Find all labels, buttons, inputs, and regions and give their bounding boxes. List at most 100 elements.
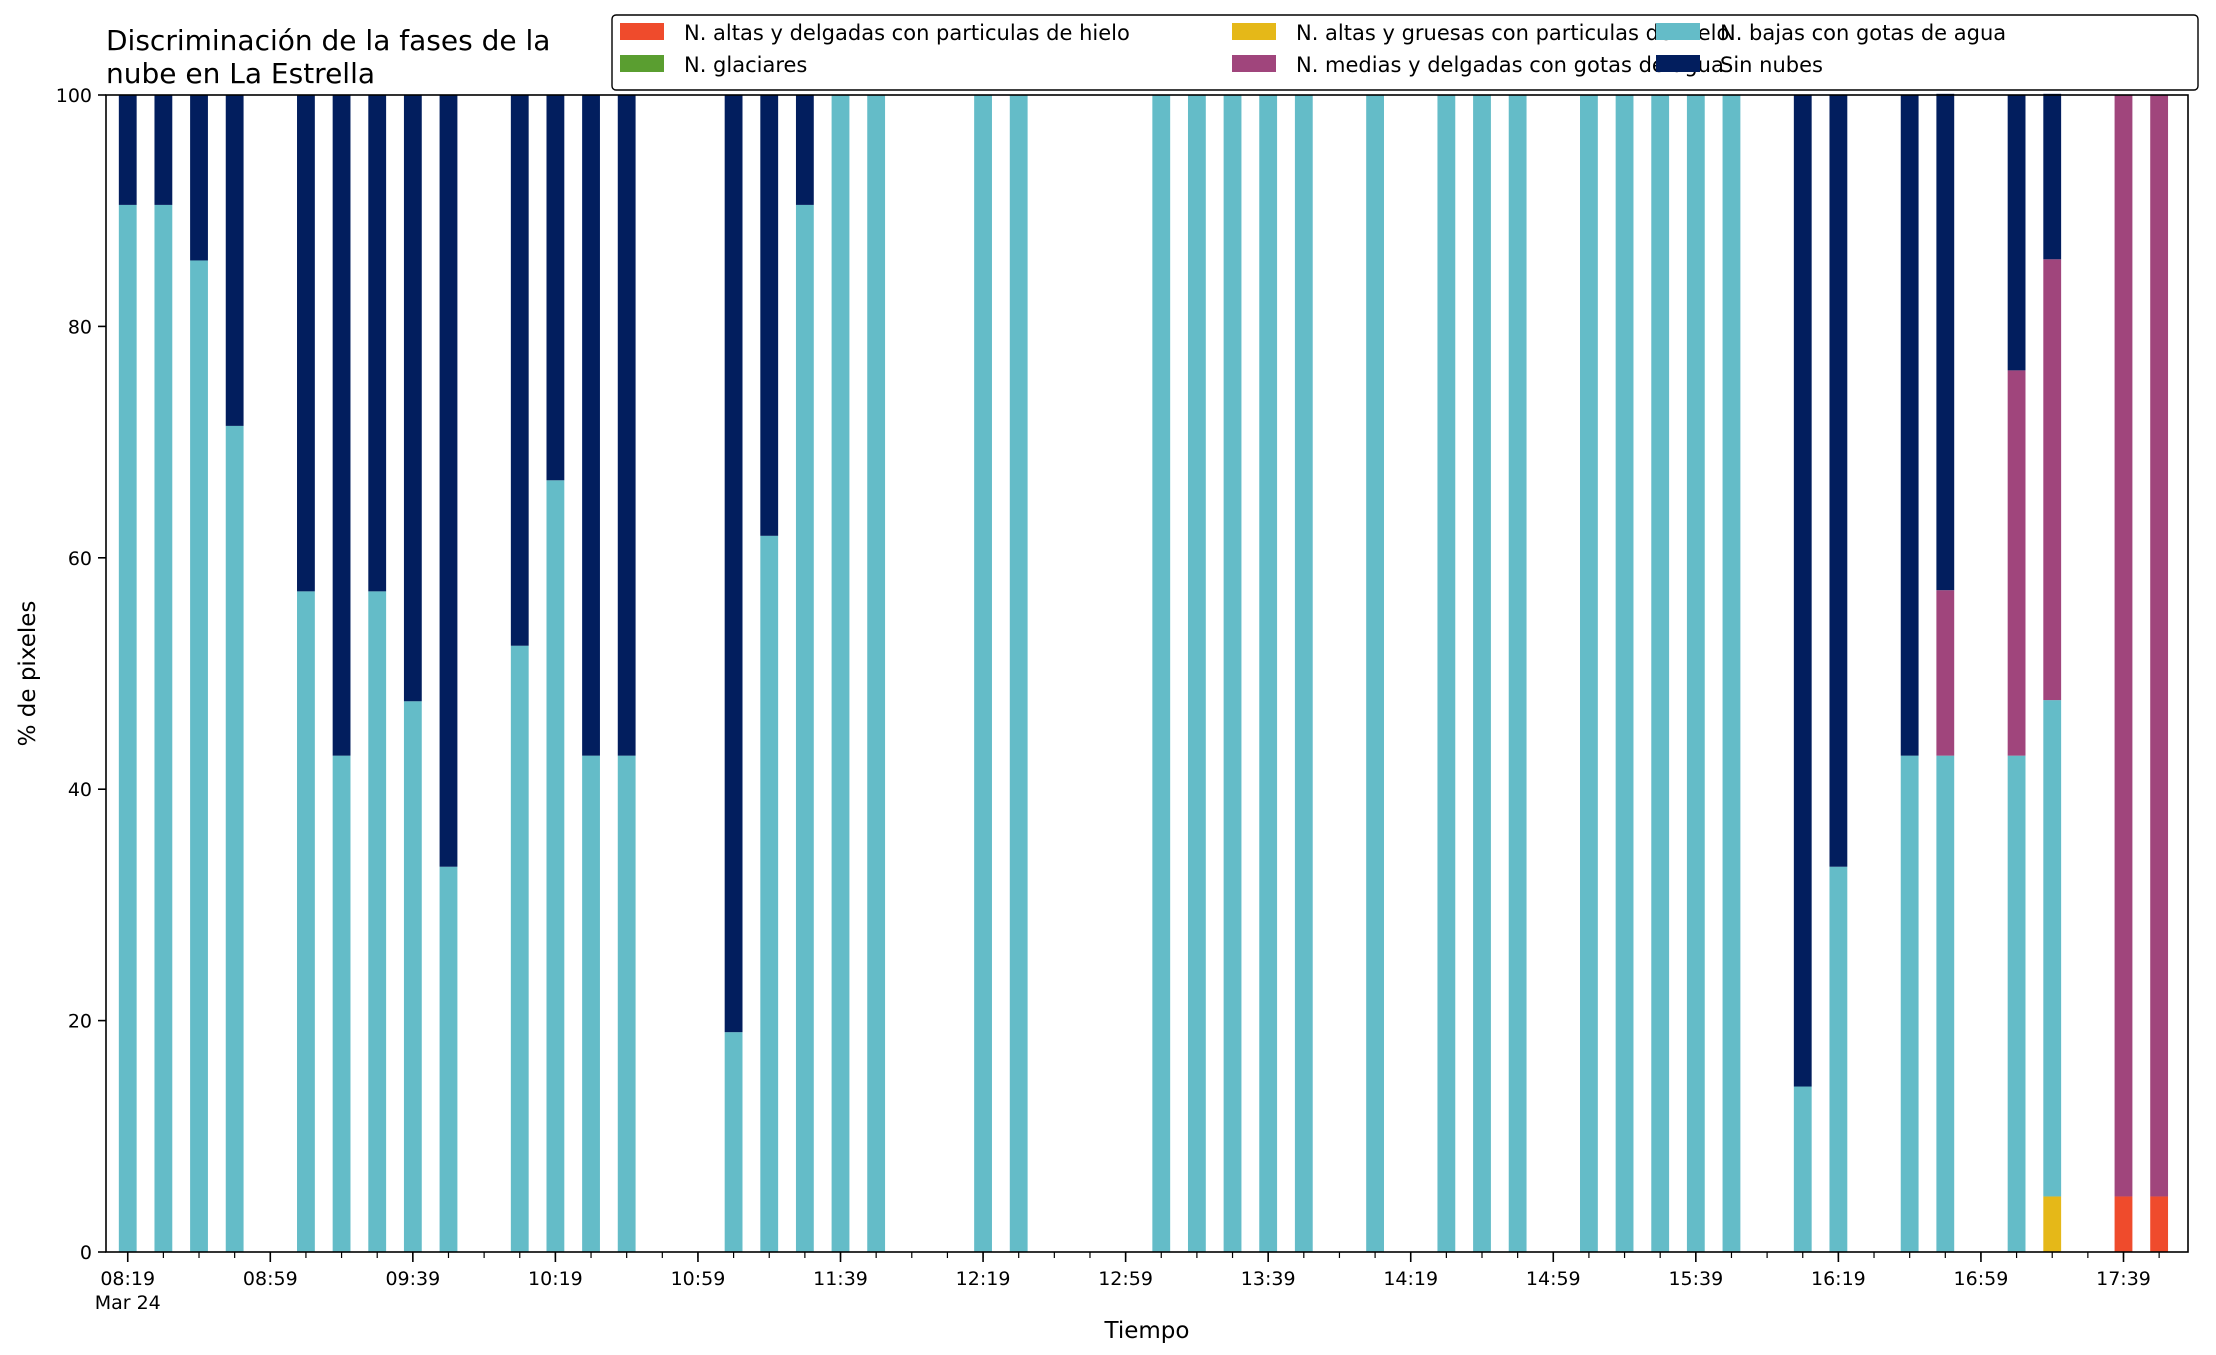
bar-segment [2150,1196,2169,1252]
bar-segment [546,480,565,1252]
x-date-label: Mar 24 [95,1292,161,1314]
legend-swatch [1232,23,1276,40]
bar-segment [1900,95,1919,756]
bar-segment [831,95,850,1252]
x-tick-label: 14:59 [1526,1268,1581,1290]
x-tick-label: 16:59 [1954,1268,2009,1290]
bar-segment [1793,1086,1812,1252]
bar-segment [1580,95,1598,1252]
bar-segment [795,95,814,205]
x-tick-label: 16:19 [1811,1268,1866,1290]
bar-segment [1366,95,1384,1252]
legend-entry: N. glaciares [684,53,807,77]
y-tick-label: 60 [68,548,92,570]
legend-entry: N. bajas con gotas de agua [1720,21,2006,45]
y-tick-label: 40 [68,779,92,801]
bar-segment [297,591,315,1252]
bar-segment [2150,95,2169,1197]
x-tick-label: 14:19 [1383,1268,1438,1290]
x-tick-label: 10:19 [528,1268,583,1290]
legend-swatch [1656,23,1700,40]
x-tick-label: 09:39 [385,1268,440,1290]
bar-segment [2007,755,2026,1252]
x-tick-label: 13:39 [1241,1268,1296,1290]
bar-segment [2043,259,2062,701]
bar-segment [1259,95,1278,1252]
bar-segment [1473,95,1491,1252]
bar-segment [225,95,244,426]
bar-segment [1722,95,1741,1252]
y-tick-label: 100 [56,85,92,107]
bar-segment [1829,95,1848,867]
legend-entry: N. altas y delgadas con particulas de hi… [684,21,1130,45]
bar-segment [225,425,244,1252]
legend-swatch [620,23,664,40]
bar-segment [1936,755,1955,1252]
bar-segment [760,535,779,1252]
bar-segment [154,95,173,205]
x-tick-label: 17:39 [2096,1268,2151,1290]
bar-segment [1223,95,1242,1252]
x-tick-label: 11:39 [813,1268,868,1290]
x-tick-label: 15:39 [1668,1268,1723,1290]
x-tick-label: 08:59 [243,1268,298,1290]
bar-segment [1187,95,1206,1252]
bar-segment [2043,700,2062,1197]
bar-segment [2007,370,2026,756]
bar-segment [2114,95,2133,1197]
bar-segment [582,755,600,1252]
bar-segment [1508,95,1527,1252]
legend: N. altas y delgadas con particulas de hi… [611,14,2199,91]
bar-segment [368,591,387,1252]
bar-segment [1651,95,1670,1252]
bar-segment [867,95,886,1252]
legend-swatch [1232,55,1276,72]
bar-segment [1615,95,1634,1252]
bar-segment [1686,95,1705,1252]
bar-segment [1152,95,1171,1252]
bar-segment [546,95,565,481]
bar-segment [617,95,636,756]
bar-segment [510,95,529,646]
bar-segment [368,95,387,592]
bar-segment [403,701,422,1252]
bar-segment [795,204,814,1252]
bars-layer [118,93,2169,1252]
bar-segment [724,1032,743,1252]
bar-segment [974,95,992,1252]
bar-segment [332,95,351,756]
plot-frame [105,94,2189,1253]
bar-segment [439,95,458,867]
bar-segment [297,95,315,592]
x-tick-label: 12:19 [956,1268,1011,1290]
y-tick-label: 0 [80,1242,92,1264]
bar-segment [2007,95,2026,371]
bar-segment [2114,1196,2133,1252]
x-tick-label: 10:59 [671,1268,726,1290]
bar-segment [1009,95,1028,1252]
x-tick-label: 08:19 [100,1268,155,1290]
bar-segment [724,95,743,1033]
bar-segment [190,95,208,261]
bar-segment [439,866,458,1252]
bar-segment [118,95,137,205]
legend-entry: N. medias y delgadas con gotas de agua [1296,53,1724,77]
bar-segment [118,204,137,1252]
legend-frame [611,14,2199,91]
bar-segment [190,260,208,1252]
y-tick-label: 80 [68,316,92,338]
bar-segment [2043,93,2062,260]
bar-segment [2043,1196,2062,1252]
bar-segment [760,95,779,536]
x-tick-label: 12:59 [1098,1268,1153,1290]
x-axis: 08:19 08:59 09:39 10:19 10:59 11:39 12:19 12:59… [95,1252,2160,1314]
bar-segment [1294,95,1313,1252]
bar-segment [154,204,173,1252]
bar-segment [332,755,351,1252]
bar-segment [1900,755,1919,1252]
bar-segment [617,755,636,1252]
bar-segment [1936,590,1955,756]
x-axis-label: Tiempo [1104,1318,1190,1344]
legend-entry: Sin nubes [1720,53,1823,77]
